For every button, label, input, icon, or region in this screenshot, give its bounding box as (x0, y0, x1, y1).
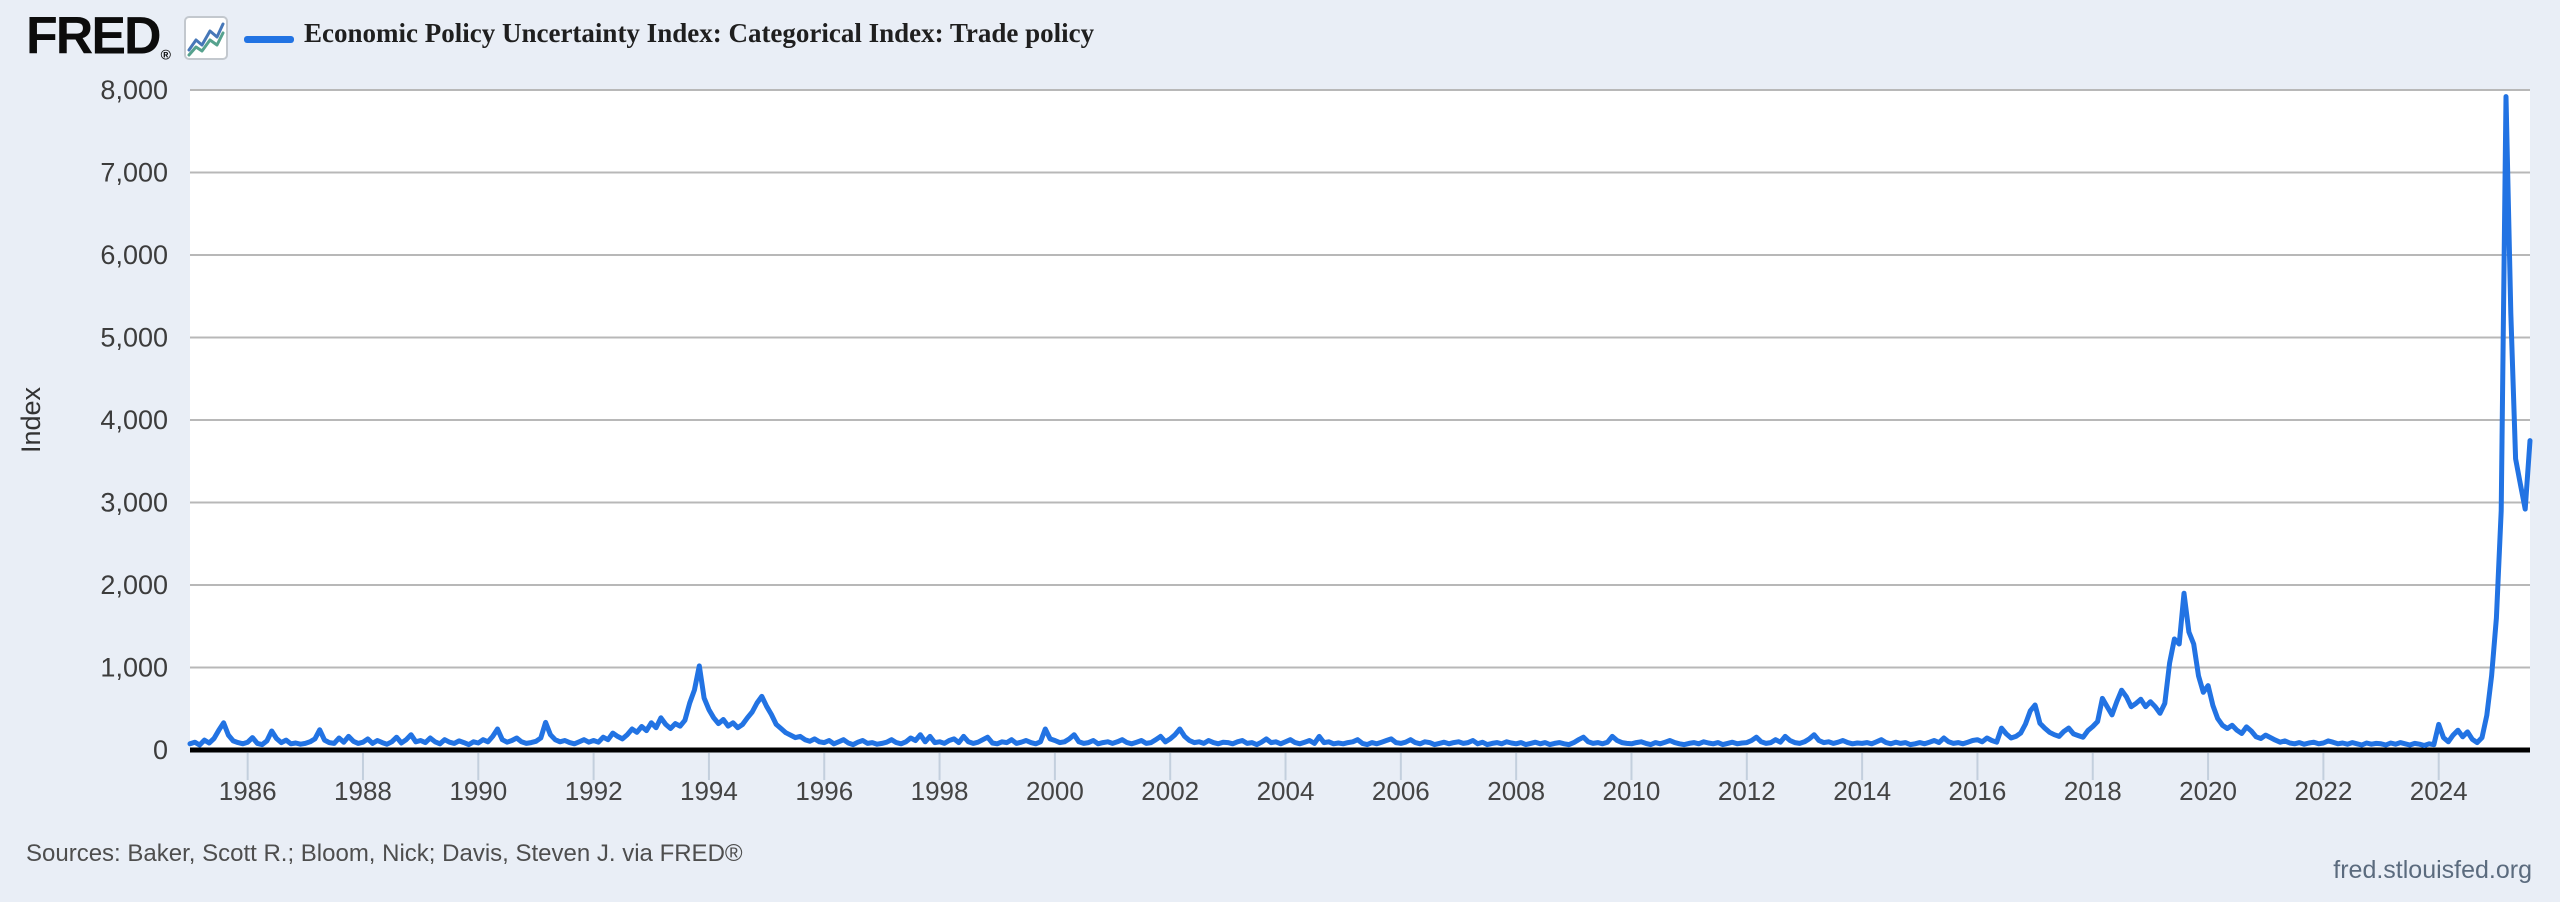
y-tick-label: 5,000 (100, 323, 168, 353)
fred-logo-text: FRED (26, 6, 162, 66)
x-tick-label: 2022 (2294, 776, 2352, 806)
x-tick-label: 1986 (219, 776, 277, 806)
y-tick-label: 0 (153, 735, 168, 765)
series-line[interactable] (187, 94, 2533, 748)
sources-attribution: Sources: Baker, Scott R.; Bloom, Nick; D… (26, 840, 743, 867)
y-tick-label: 4,000 (100, 405, 168, 435)
x-tick-label: 2020 (2179, 776, 2237, 806)
x-tick-label: 2004 (1257, 776, 1315, 806)
x-tick-label: 2012 (1718, 776, 1776, 806)
x-tick-label: 2024 (2410, 776, 2468, 806)
line-chart-icon (184, 16, 228, 60)
x-tick-label: 2014 (1833, 776, 1891, 806)
x-tick-label: 2010 (1603, 776, 1661, 806)
x-tick-label: 2006 (1372, 776, 1430, 806)
x-tick-label: 1988 (334, 776, 392, 806)
y-tick-label: 3,000 (100, 488, 168, 518)
x-tick-label: 1990 (449, 776, 507, 806)
fred-url-watermark: fred.stlouisfed.org (2333, 856, 2532, 884)
x-tick-label: 2018 (2064, 776, 2122, 806)
y-axis-title: Index (16, 386, 46, 453)
y-tick-label: 8,000 (100, 75, 168, 105)
x-tick-label: 2000 (1026, 776, 1084, 806)
x-tick-label: 1992 (565, 776, 623, 806)
x-tick-label: 2002 (1141, 776, 1199, 806)
legend-series-label[interactable]: Economic Policy Uncertainty Index: Categ… (304, 18, 1095, 48)
x-tick-label: 1996 (795, 776, 853, 806)
y-tick-label: 7,000 (100, 158, 168, 188)
legend-line-swatch (244, 36, 294, 43)
x-tick-label: 1998 (911, 776, 969, 806)
fred-logo[interactable]: FRED® (26, 5, 171, 66)
x-tick-label: 1994 (680, 776, 738, 806)
y-tick-label: 6,000 (100, 240, 168, 270)
registered-trademark: ® (160, 46, 171, 63)
x-tick-label: 2016 (1949, 776, 2007, 806)
y-tick-label: 1,000 (100, 653, 168, 683)
y-tick-label: 2,000 (100, 570, 168, 600)
x-tick-label: 2008 (1487, 776, 1545, 806)
